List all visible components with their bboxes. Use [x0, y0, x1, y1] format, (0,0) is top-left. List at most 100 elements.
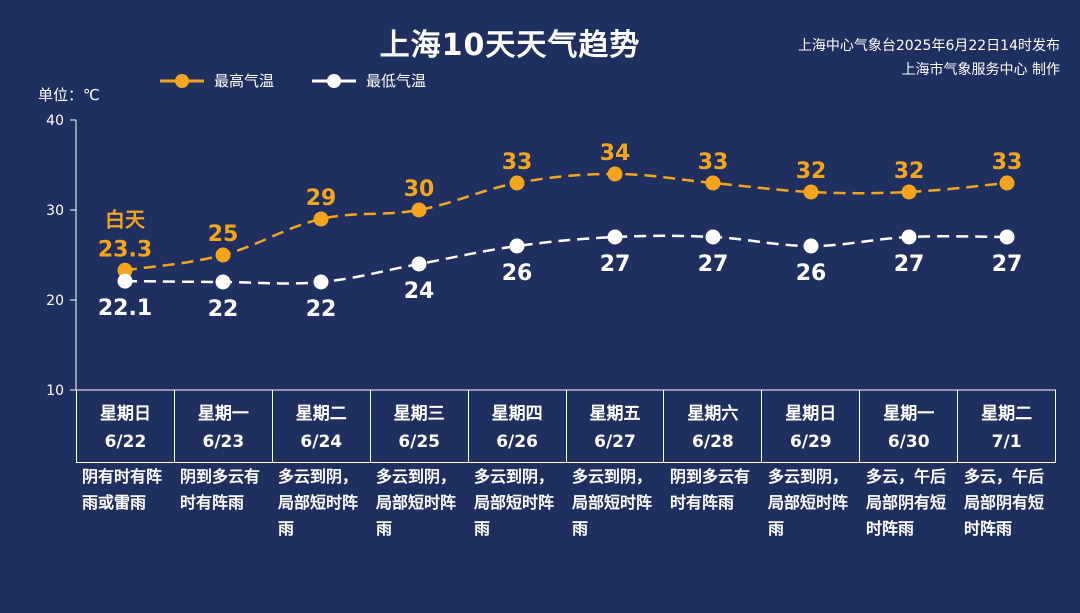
low-point-1 [215, 274, 231, 290]
day-date: 6/30 [887, 432, 930, 452]
high-point-4 [509, 175, 525, 191]
low-value-label-7: 26 [796, 261, 827, 286]
day-header-1: 星期一 6/23 [173, 390, 272, 462]
y-tick-label: 30 [46, 203, 64, 219]
day-date: 6/25 [398, 432, 441, 452]
low-point-9 [999, 229, 1015, 245]
high-point-5 [607, 166, 623, 182]
day-header-8: 星期一 6/30 [859, 390, 957, 462]
high-value-label-8: 32 [894, 159, 925, 184]
day-weekday: 星期一 [197, 404, 249, 424]
day-header-9: 星期二 7/1 [957, 390, 1057, 462]
weather-text-6: 阴到多云有时有阵雨 [670, 467, 751, 512]
day-date: 6/29 [789, 432, 832, 452]
legend-item-low[interactable]: 最低气温 [312, 70, 426, 91]
high-point-3 [411, 202, 427, 218]
day-date: 6/22 [104, 432, 147, 452]
day-weekday: 星期六 [687, 404, 739, 424]
day-date: 6/23 [202, 432, 245, 452]
day-header-7: 星期日 6/29 [761, 390, 859, 462]
series-line-high [124, 172, 1008, 272]
high-value-label-9: 33 [992, 150, 1023, 175]
day-date: 6/26 [496, 432, 538, 452]
day-date: 6/27 [594, 432, 636, 452]
weather-text-4: 多云到阴，局部短时阵雨 [474, 467, 555, 538]
temperature-chart: 10 20 30 40 23.3 25 29 30 33 34 33 32 32 33 22.1 22 22 24… [46, 113, 1056, 399]
day-weekday: 星期一 [883, 404, 935, 424]
day-weekday: 星期三 [393, 404, 445, 424]
low-value-label-0: 22.1 [98, 296, 152, 321]
low-point-4 [509, 238, 525, 254]
day-weekday: 星期二 [295, 404, 347, 424]
high-point-9 [999, 175, 1015, 191]
high-point-8 [901, 184, 917, 200]
high-point-1 [215, 247, 231, 263]
low-point-0 [117, 273, 133, 289]
y-tick-label: 20 [46, 293, 64, 309]
high-value-label-4: 33 [502, 150, 533, 175]
low-point-7 [803, 238, 819, 254]
low-value-label-1: 22 [208, 297, 239, 322]
day-date: 6/28 [692, 432, 734, 452]
day-header-2: 星期二 6/24 [271, 390, 370, 462]
weather-text-9: 多云，午后局部阴有短时阵雨 [964, 467, 1045, 538]
day-header-6: 星期六 6/28 [663, 390, 761, 462]
high-value-label-2: 29 [306, 186, 337, 211]
day-header-5: 星期五 6/27 [565, 390, 664, 462]
y-tick-label: 10 [46, 383, 64, 399]
high-point-7 [803, 184, 819, 200]
weather-text-1: 阴到多云有时有阵雨 [180, 467, 261, 512]
low-value-label-6: 27 [698, 252, 729, 277]
weather-text-2: 多云到阴，局部短时阵雨 [278, 467, 359, 538]
day-header-4: 星期四 6/26 [467, 390, 566, 462]
low-point-8 [901, 229, 917, 245]
day-weekday: 星期日 [785, 404, 837, 424]
weather-text-0: 阴有时有阵雨或雷雨 [82, 467, 163, 512]
low-point-2 [313, 274, 329, 290]
low-value-label-2: 22 [306, 297, 337, 322]
publisher-line-2: 上海市气象服务中心 制作 [901, 62, 1060, 78]
low-value-label-5: 27 [600, 252, 631, 277]
high-point-0 [117, 262, 133, 278]
high-value-label-5: 34 [600, 141, 631, 166]
low-value-label-4: 26 [502, 261, 533, 286]
high-value-label-6: 33 [698, 150, 729, 175]
high-value-label-1: 25 [208, 222, 239, 247]
publisher-info: 上海中心气象台2025年6月22日14时发布 上海市气象服务中心 制作 [798, 34, 1060, 82]
publisher-line-1: 上海中心气象台2025年6月22日14时发布 [797, 38, 1060, 54]
low-point-6 [705, 229, 721, 245]
y-tick-label: 40 [46, 113, 64, 129]
y-axis-unit-label: 单位：℃ [38, 86, 100, 104]
weather-description-row: 阴有时有阵雨或雷雨 阴到多云有时有阵雨 多云到阴，局部短时阵雨 多云到阴，局部短时阵雨… [76, 464, 1056, 542]
legend-item-high[interactable]: 最高气温 [160, 70, 274, 91]
legend-high-label: 最高气温 [214, 72, 275, 90]
legend-low-label: 最低气温 [366, 72, 427, 90]
weather-text-7: 多云到阴，局部短时阵雨 [768, 467, 849, 538]
chart-legend: 最高气温 最低气温 [160, 70, 464, 91]
day-header-0: 星期日 6/22 [76, 390, 174, 462]
low-point-3 [411, 256, 427, 272]
high-value-label-7: 32 [796, 159, 827, 184]
high-point-6 [705, 175, 721, 191]
page-title: 上海10天天气趋势 [379, 28, 641, 63]
high-value-label-0: 23.3 [98, 237, 152, 262]
day-weekday: 星期四 [491, 404, 543, 424]
day-weekday: 星期五 [589, 404, 641, 424]
low-value-label-9: 27 [992, 252, 1023, 277]
day-weekday: 星期二 [981, 404, 1033, 424]
day-date: 6/24 [300, 432, 343, 452]
day-date: 7/1 [991, 432, 1022, 452]
day-header-3: 星期三 6/25 [369, 390, 468, 462]
legend-low-marker-icon [312, 73, 357, 88]
weather-text-8: 多云，午后局部阴有短时阵雨 [866, 467, 947, 538]
low-value-label-8: 27 [894, 252, 925, 277]
daytime-label: 白天 [105, 207, 146, 231]
day-header-row: 星期日 6/22 星期一 6/23 星期二 6/24 星期三 6/25 星期四 6/26 星期五 6/… [76, 390, 1057, 463]
low-value-label-3: 24 [404, 279, 435, 304]
high-value-label-3: 30 [404, 177, 435, 202]
day-weekday: 星期日 [99, 404, 151, 424]
low-point-5 [607, 229, 623, 245]
series-line-low [124, 234, 1008, 285]
legend-high-marker-icon [160, 73, 204, 88]
weather-text-5: 多云到阴，局部短时阵雨 [572, 467, 653, 538]
